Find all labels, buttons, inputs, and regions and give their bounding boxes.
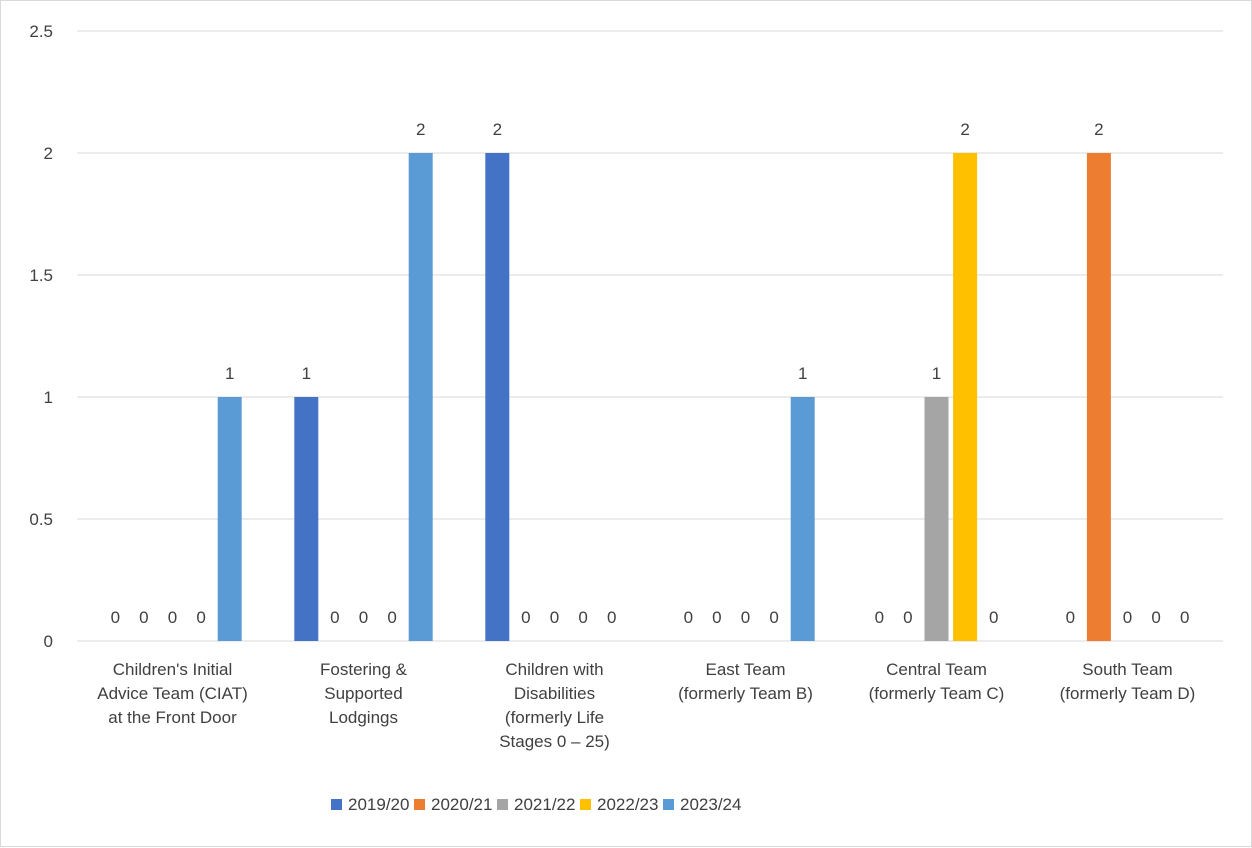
y-tick-label: 0	[44, 632, 53, 651]
x-category-label-line: Central Team	[886, 660, 987, 679]
x-category-label: Fostering & Supported Lodgings	[320, 660, 408, 727]
x-category-label-line: Lodgings	[329, 708, 398, 727]
x-category-label-line: Stages 0 – 25)	[499, 732, 610, 751]
bars	[217, 153, 1111, 641]
x-category-label-line: East Team	[705, 660, 785, 679]
data-label: 2	[493, 120, 502, 139]
bar	[953, 153, 978, 641]
x-category-label: East Team (formerly Team B)	[678, 660, 813, 703]
y-tick-label: 0.5	[29, 510, 53, 529]
x-category-label-line: (formerly Team D)	[1060, 684, 1196, 703]
x-axis: Children's Initial Advice Team (CIAT) at t…	[97, 660, 1195, 751]
data-label: 0	[578, 608, 587, 627]
data-label: 1	[302, 364, 311, 383]
data-label: 0	[903, 608, 912, 627]
bar	[924, 397, 949, 641]
x-category-label: Children with Disabilities (formerly Life S…	[499, 660, 610, 751]
x-category-label-line: at the Front Door	[108, 708, 237, 727]
x-category-label-line: (formerly Team C)	[869, 684, 1005, 703]
data-label: 0	[111, 608, 120, 627]
x-category-label-line: South Team	[1082, 660, 1172, 679]
data-label: 0	[769, 608, 778, 627]
data-label: 0	[168, 608, 177, 627]
data-label: 0	[550, 608, 559, 627]
bar	[1086, 153, 1111, 641]
legend-label: 2021/22	[514, 795, 575, 814]
data-label: 0	[139, 608, 148, 627]
data-label: 1	[798, 364, 807, 383]
y-tick-label: 1.5	[29, 266, 53, 285]
y-tick-label: 2.5	[29, 22, 53, 41]
legend: 2019/20 2020/21 2021/22 2022/23 2023/24	[331, 795, 741, 814]
x-category-label-line: Disabilities	[514, 684, 595, 703]
x-category-label-line: Children with	[505, 660, 603, 679]
x-category-label: Central Team (formerly Team C)	[869, 660, 1005, 703]
data-label: 0	[196, 608, 205, 627]
x-category-label-line: Fostering &	[320, 660, 408, 679]
x-category-label-line: Children's Initial	[113, 660, 232, 679]
data-label: 0	[875, 608, 884, 627]
data-label: 0	[989, 608, 998, 627]
bar	[485, 153, 510, 641]
data-label: 0	[1180, 608, 1189, 627]
legend-label: 2020/21	[431, 795, 492, 814]
x-category-label: Children's Initial Advice Team (CIAT) at t…	[97, 660, 248, 727]
legend-swatch	[580, 799, 591, 810]
data-label: 2	[1094, 120, 1103, 139]
data-label: 1	[225, 364, 234, 383]
bar	[408, 153, 433, 641]
y-tick-label: 2	[44, 144, 53, 163]
data-label: 0	[1151, 608, 1160, 627]
data-label: 0	[330, 608, 339, 627]
x-category-label-line: Supported	[324, 684, 402, 703]
y-tick-label: 1	[44, 388, 53, 407]
data-label: 0	[1066, 608, 1075, 627]
legend-swatch	[663, 799, 674, 810]
data-label: 0	[521, 608, 530, 627]
x-category-label-line: (formerly Life	[505, 708, 604, 727]
data-label: 1	[932, 364, 941, 383]
data-label: 0	[741, 608, 750, 627]
data-label: 0	[684, 608, 693, 627]
bar	[217, 397, 242, 641]
legend-swatch	[414, 799, 425, 810]
data-label: 0	[1123, 608, 1132, 627]
legend-swatch	[331, 799, 342, 810]
x-category-label-line: Advice Team (CIAT)	[97, 684, 248, 703]
data-label: 2	[960, 120, 969, 139]
gridlines	[77, 30, 1223, 642]
legend-label: 2019/20	[348, 795, 409, 814]
legend-swatch	[497, 799, 508, 810]
data-label: 2	[416, 120, 425, 139]
data-label: 0	[607, 608, 616, 627]
data-label: 0	[359, 608, 368, 627]
data-label: 0	[387, 608, 396, 627]
legend-label: 2022/23	[597, 795, 658, 814]
x-category-label-line: (formerly Team B)	[678, 684, 813, 703]
y-axis: 0 0.5 1 1.5 2 2.5	[29, 22, 53, 651]
x-category-label: South Team (formerly Team D)	[1060, 660, 1196, 703]
bar	[790, 397, 815, 641]
legend-label: 2023/24	[680, 795, 741, 814]
bar	[294, 397, 319, 641]
data-label: 0	[712, 608, 721, 627]
